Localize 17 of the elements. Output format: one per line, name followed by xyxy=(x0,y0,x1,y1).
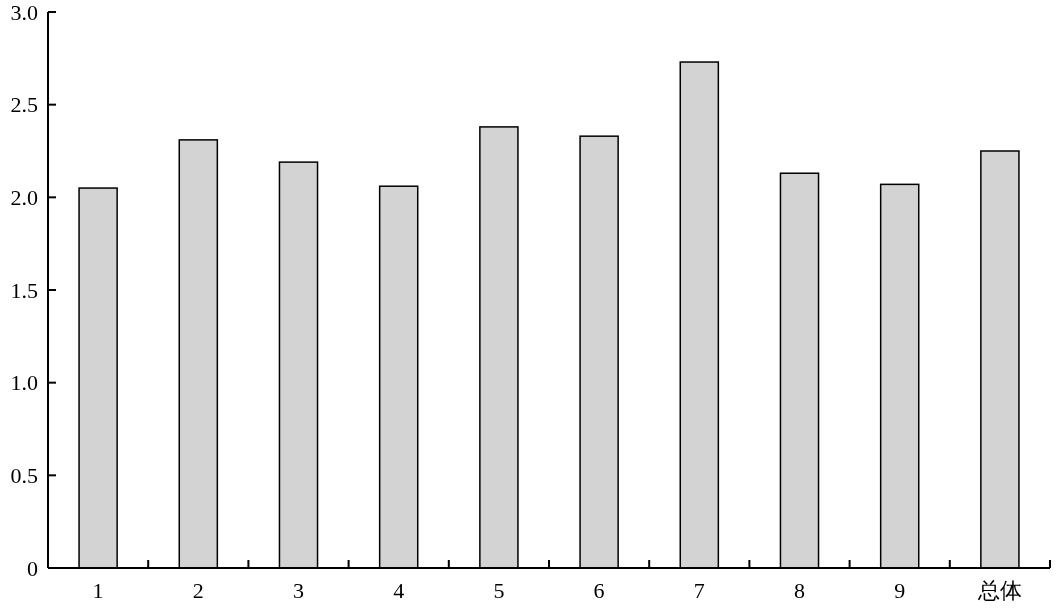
x-tick-label: 4 xyxy=(393,578,405,603)
x-tick-label: 5 xyxy=(493,578,505,603)
x-tick-label: 8 xyxy=(794,578,805,603)
x-tick-label: 总体 xyxy=(976,578,1022,603)
y-tick-label: 0 xyxy=(27,555,38,581)
x-tick-label: 9 xyxy=(894,578,906,603)
x-tick-label: 1 xyxy=(92,578,104,603)
y-tick-label: 0.5 xyxy=(10,463,38,489)
x-tick-label: 7 xyxy=(693,578,705,603)
y-tick-label: 2.5 xyxy=(10,92,38,118)
y-tick-label: 2.0 xyxy=(10,185,38,211)
y-tick-label: 1.0 xyxy=(10,370,38,396)
x-tick-label: 6 xyxy=(593,578,605,603)
x-tick-label: 2 xyxy=(192,578,204,603)
x-tick-label: 3 xyxy=(293,578,304,603)
y-tick-label: 1.5 xyxy=(10,277,38,303)
y-tick-label: 3.0 xyxy=(10,0,38,25)
